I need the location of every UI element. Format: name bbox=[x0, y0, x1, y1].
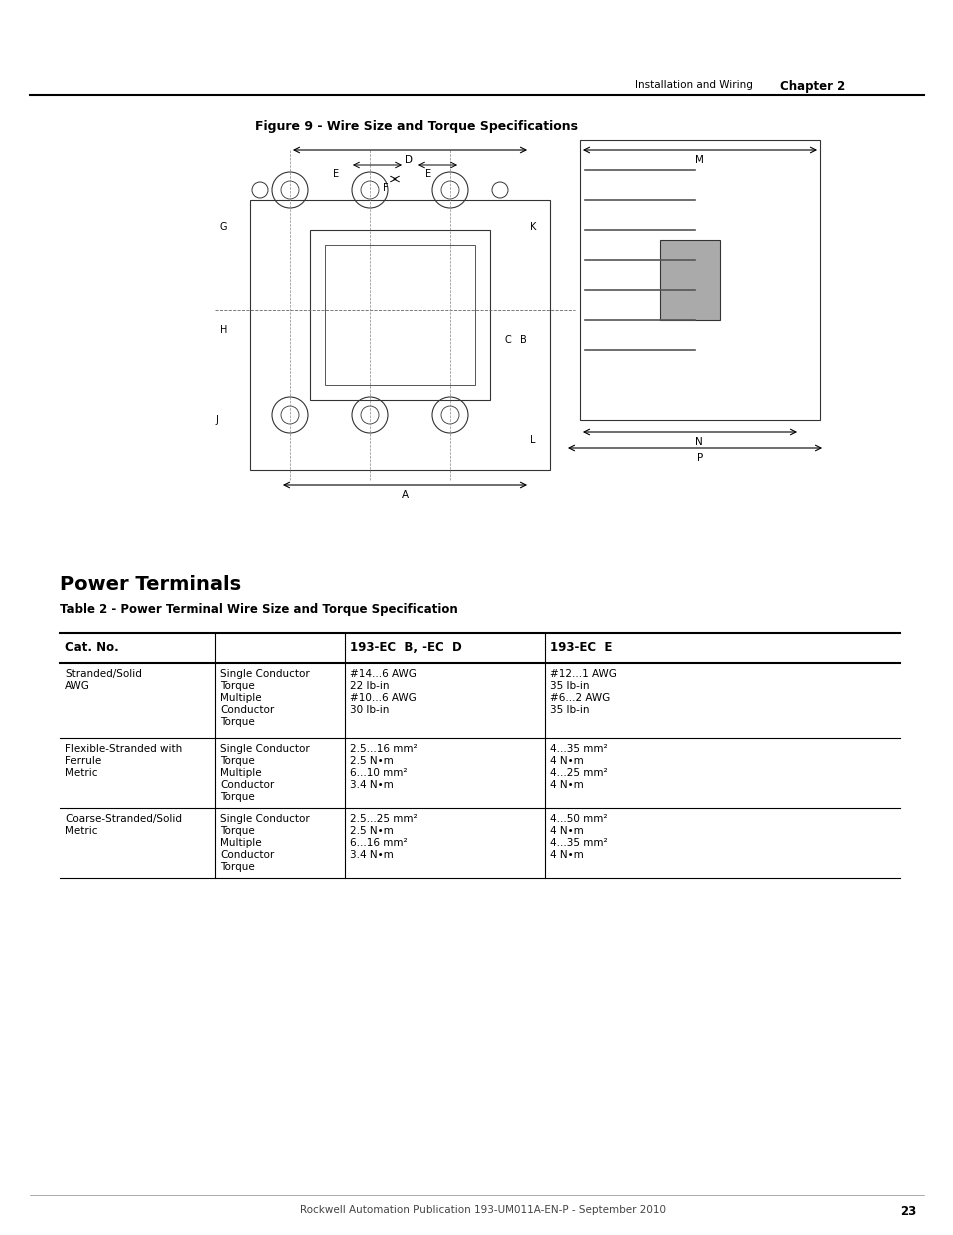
Text: 6...16 mm²: 6...16 mm² bbox=[350, 839, 407, 848]
Text: Metric: Metric bbox=[65, 826, 97, 836]
Text: Single Conductor: Single Conductor bbox=[220, 669, 310, 679]
Text: 4...35 mm²: 4...35 mm² bbox=[550, 839, 607, 848]
Text: C: C bbox=[504, 335, 511, 345]
Text: Single Conductor: Single Conductor bbox=[220, 814, 310, 824]
Text: Multiple: Multiple bbox=[220, 768, 261, 778]
Text: Cat. No.: Cat. No. bbox=[65, 641, 118, 655]
Text: E: E bbox=[424, 169, 431, 179]
Text: 23: 23 bbox=[899, 1205, 915, 1218]
Text: H: H bbox=[220, 325, 227, 335]
Text: 193-EC  E: 193-EC E bbox=[550, 641, 612, 655]
Text: 6...10 mm²: 6...10 mm² bbox=[350, 768, 407, 778]
Text: AWG: AWG bbox=[65, 680, 90, 692]
Text: 35 lb-in: 35 lb-in bbox=[550, 705, 589, 715]
Text: E: E bbox=[333, 169, 338, 179]
Text: 4 N•m: 4 N•m bbox=[550, 756, 583, 766]
Text: Torque: Torque bbox=[220, 718, 254, 727]
Text: Ferrule: Ferrule bbox=[65, 756, 101, 766]
Text: Conductor: Conductor bbox=[220, 850, 274, 860]
Text: L: L bbox=[530, 435, 535, 445]
Text: 2.5 N•m: 2.5 N•m bbox=[350, 826, 394, 836]
Bar bbox=[579, 140, 820, 420]
Text: Installation and Wiring: Installation and Wiring bbox=[635, 80, 752, 90]
Text: 30 lb-in: 30 lb-in bbox=[350, 705, 389, 715]
Text: Conductor: Conductor bbox=[220, 705, 274, 715]
Text: N: N bbox=[695, 437, 702, 447]
Text: 4 N•m: 4 N•m bbox=[550, 850, 583, 860]
Text: J: J bbox=[214, 415, 217, 425]
Bar bbox=[325, 245, 475, 385]
Text: #14...6 AWG: #14...6 AWG bbox=[350, 669, 416, 679]
Text: Rockwell Automation Publication 193-UM011A-EN-P - September 2010: Rockwell Automation Publication 193-UM01… bbox=[299, 1205, 665, 1215]
Text: 2.5...16 mm²: 2.5...16 mm² bbox=[350, 743, 417, 755]
Text: Figure 9 - Wire Size and Torque Specifications: Figure 9 - Wire Size and Torque Specific… bbox=[254, 120, 578, 133]
Text: M: M bbox=[695, 156, 703, 165]
Text: Torque: Torque bbox=[220, 862, 254, 872]
Bar bbox=[250, 200, 550, 471]
Text: Multiple: Multiple bbox=[220, 839, 261, 848]
Text: Flexible-Stranded with: Flexible-Stranded with bbox=[65, 743, 182, 755]
Text: #12...1 AWG: #12...1 AWG bbox=[550, 669, 617, 679]
Text: #10...6 AWG: #10...6 AWG bbox=[350, 693, 416, 703]
Text: 3.4 N•m: 3.4 N•m bbox=[350, 850, 394, 860]
Text: Torque: Torque bbox=[220, 792, 254, 802]
Text: A: A bbox=[401, 490, 409, 500]
Text: D: D bbox=[405, 156, 413, 165]
Text: 4 N•m: 4 N•m bbox=[550, 781, 583, 790]
Text: 2.5...25 mm²: 2.5...25 mm² bbox=[350, 814, 417, 824]
Text: K: K bbox=[530, 222, 536, 232]
Text: 193-EC  B, -EC  D: 193-EC B, -EC D bbox=[350, 641, 461, 655]
Text: 4...25 mm²: 4...25 mm² bbox=[550, 768, 607, 778]
Text: F: F bbox=[382, 183, 388, 193]
Text: 4...50 mm²: 4...50 mm² bbox=[550, 814, 607, 824]
Text: 22 lb-in: 22 lb-in bbox=[350, 680, 389, 692]
Text: P: P bbox=[697, 453, 702, 463]
Text: Chapter 2: Chapter 2 bbox=[780, 80, 844, 93]
Text: 4 N•m: 4 N•m bbox=[550, 826, 583, 836]
Text: Stranded/Solid: Stranded/Solid bbox=[65, 669, 142, 679]
Text: Multiple: Multiple bbox=[220, 693, 261, 703]
Text: B: B bbox=[519, 335, 526, 345]
Text: 3.4 N•m: 3.4 N•m bbox=[350, 781, 394, 790]
Text: Table 2 - Power Terminal Wire Size and Torque Specification: Table 2 - Power Terminal Wire Size and T… bbox=[60, 603, 457, 616]
Text: G: G bbox=[220, 222, 227, 232]
Text: #6...2 AWG: #6...2 AWG bbox=[550, 693, 610, 703]
Text: 4...35 mm²: 4...35 mm² bbox=[550, 743, 607, 755]
Text: Metric: Metric bbox=[65, 768, 97, 778]
Text: Torque: Torque bbox=[220, 826, 254, 836]
Text: Torque: Torque bbox=[220, 756, 254, 766]
Text: Torque: Torque bbox=[220, 680, 254, 692]
Text: Coarse-Stranded/Solid: Coarse-Stranded/Solid bbox=[65, 814, 182, 824]
Text: Conductor: Conductor bbox=[220, 781, 274, 790]
Text: Power Terminals: Power Terminals bbox=[60, 576, 241, 594]
Text: 2.5 N•m: 2.5 N•m bbox=[350, 756, 394, 766]
Text: 35 lb-in: 35 lb-in bbox=[550, 680, 589, 692]
Text: Single Conductor: Single Conductor bbox=[220, 743, 310, 755]
Bar bbox=[310, 230, 490, 400]
Bar bbox=[659, 240, 720, 320]
